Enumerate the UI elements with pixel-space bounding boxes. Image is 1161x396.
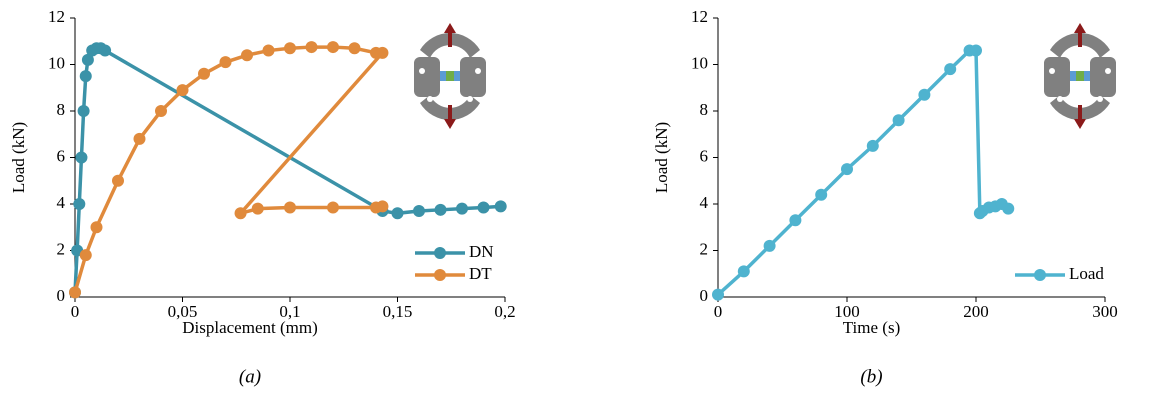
data-point xyxy=(413,204,425,217)
data-point xyxy=(327,41,339,54)
y-tick-label: 12 xyxy=(48,7,65,26)
y-tick-label: 4 xyxy=(700,193,709,212)
legend-marker xyxy=(434,247,446,259)
caption: (a) xyxy=(239,366,261,387)
data-point xyxy=(494,200,507,213)
data-point xyxy=(219,56,232,69)
specimen-icon xyxy=(1044,23,1116,129)
data-point xyxy=(284,42,296,55)
x-axis-label: Displacement (mm) xyxy=(182,318,318,337)
legend-label: Load xyxy=(1069,264,1104,283)
data-point xyxy=(305,41,318,54)
data-point xyxy=(262,44,275,57)
data-point xyxy=(841,163,853,176)
y-tick-label: 8 xyxy=(57,100,66,119)
data-point xyxy=(970,44,982,57)
data-point xyxy=(112,174,124,187)
data-point xyxy=(79,249,92,262)
data-point xyxy=(892,114,905,127)
data-point xyxy=(434,203,447,216)
legend-label: DT xyxy=(469,264,492,283)
data-point xyxy=(176,84,189,97)
y-tick-label: 8 xyxy=(700,100,709,119)
data-point xyxy=(90,221,103,234)
data-point xyxy=(737,265,750,278)
x-tick-label: 0,15 xyxy=(383,302,413,321)
caption: (b) xyxy=(860,366,882,387)
data-point xyxy=(81,53,94,66)
data-point xyxy=(456,202,468,215)
data-point xyxy=(944,63,957,76)
y-tick-label: 10 xyxy=(691,53,708,72)
x-tick-label: 0,05 xyxy=(168,302,198,321)
data-point xyxy=(155,105,167,117)
x-tick-label: 0,1 xyxy=(279,302,300,321)
data-point xyxy=(241,49,253,62)
data-point xyxy=(73,198,86,210)
data-point xyxy=(815,188,828,201)
data-point xyxy=(75,151,88,164)
data-point xyxy=(477,201,490,214)
legend-marker xyxy=(434,269,446,281)
y-tick-label: 10 xyxy=(48,53,65,72)
x-axis-label: Time (s) xyxy=(843,318,900,337)
x-tick-label: 200 xyxy=(963,302,989,321)
data-point xyxy=(327,201,339,214)
y-tick-label: 2 xyxy=(700,239,709,258)
y-tick-label: 2 xyxy=(57,239,66,258)
series-line xyxy=(73,45,387,293)
series-line xyxy=(716,48,1010,296)
data-point xyxy=(79,70,92,83)
data-point xyxy=(99,44,112,57)
y-tick-label: 4 xyxy=(57,193,66,212)
data-point xyxy=(918,88,931,101)
data-point xyxy=(376,46,389,59)
y-tick-label: 0 xyxy=(700,286,709,305)
x-tick-label: 0,2 xyxy=(494,302,515,321)
y-axis-label: Load (kN) xyxy=(9,122,28,193)
y-axis-label: Load (kN) xyxy=(652,122,671,193)
data-point xyxy=(866,139,879,152)
data-point xyxy=(391,207,404,220)
data-point xyxy=(234,207,247,220)
data-point xyxy=(763,239,776,252)
data-point xyxy=(251,202,264,215)
y-tick-label: 12 xyxy=(691,7,708,26)
y-tick-label: 6 xyxy=(57,146,66,165)
data-point xyxy=(77,105,90,117)
specimen-icon xyxy=(414,23,486,129)
y-tick-label: 0 xyxy=(57,286,66,305)
legend-marker xyxy=(1034,269,1046,281)
data-point xyxy=(198,67,210,80)
data-point xyxy=(376,200,389,213)
data-point xyxy=(348,42,361,55)
y-tick-label: 6 xyxy=(700,146,709,165)
data-point xyxy=(1002,202,1015,215)
data-point xyxy=(69,286,81,299)
x-tick-label: 100 xyxy=(834,302,860,321)
data-point xyxy=(284,201,296,214)
x-tick-label: 300 xyxy=(1092,302,1118,321)
x-tick-label: 0 xyxy=(714,302,723,321)
data-point xyxy=(712,288,724,301)
data-point xyxy=(789,214,802,227)
legend-label: DN xyxy=(469,242,494,261)
data-point xyxy=(133,132,146,145)
x-tick-label: 0 xyxy=(71,302,80,321)
